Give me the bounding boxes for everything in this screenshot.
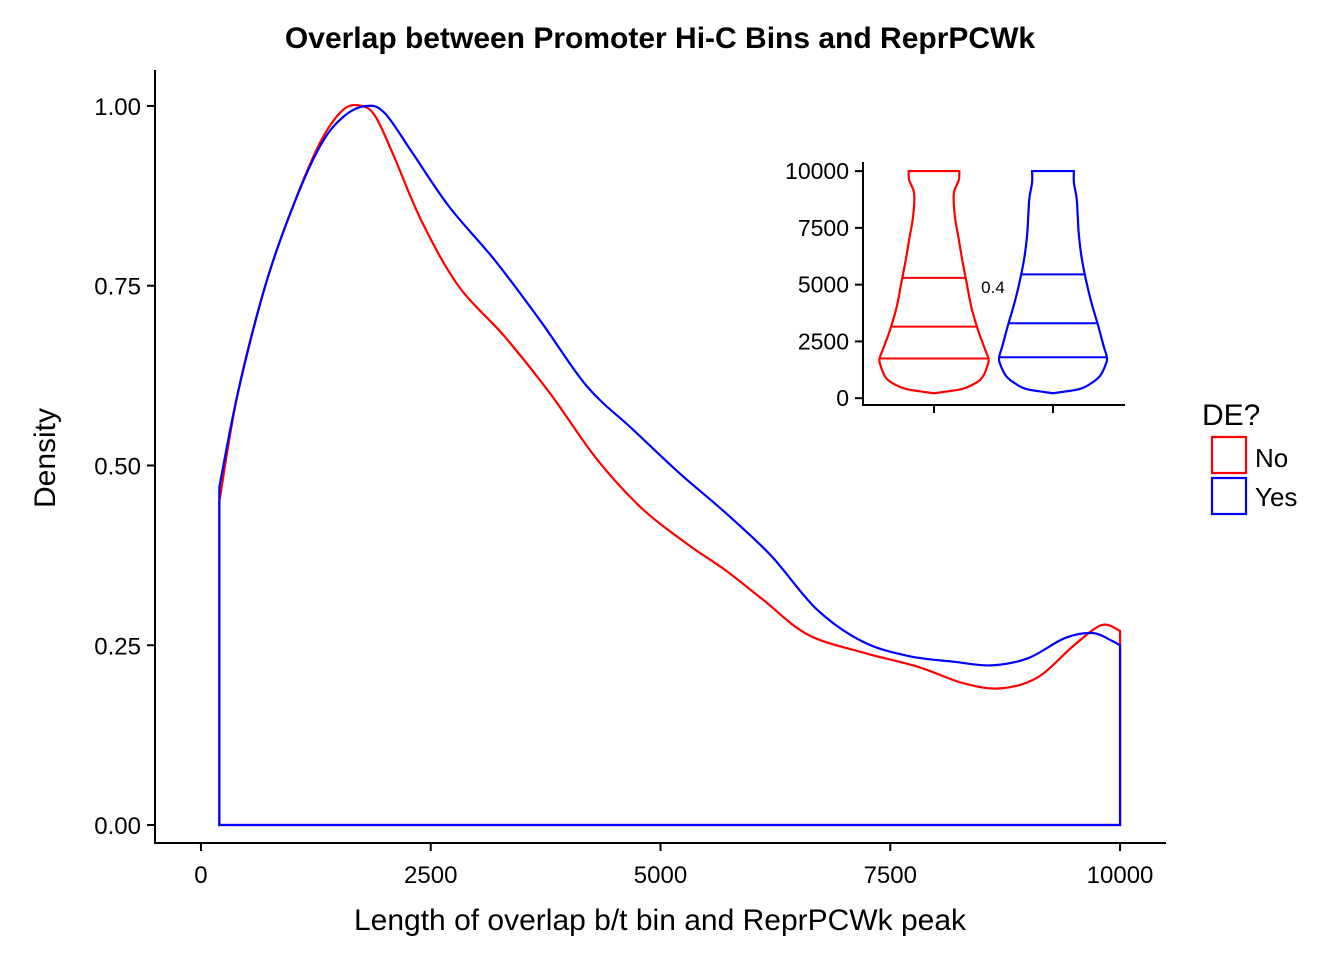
violin-no bbox=[878, 169, 990, 395]
inset-y-tick-label: 10000 bbox=[785, 158, 849, 184]
inset-y-tick-label: 2500 bbox=[798, 328, 849, 354]
x-tick-label: 10000 bbox=[1087, 862, 1154, 889]
inset-y-tick-label: 7500 bbox=[798, 215, 849, 241]
y-tick-label: 1.00 bbox=[94, 94, 141, 121]
violin-yes bbox=[997, 169, 1109, 395]
inset-violin-plot: 0 2500 5000 7500 10000 0.4 bbox=[785, 158, 1125, 413]
legend-key-no bbox=[1210, 435, 1248, 475]
legend-key-yes bbox=[1210, 476, 1248, 516]
inset-y-axis-ticks: 0 2500 5000 7500 10000 bbox=[785, 158, 863, 411]
y-axis-ticks: 0.00 0.25 0.50 0.75 1.00 bbox=[94, 94, 155, 840]
x-axis-ticks: 0 2500 5000 7500 10000 bbox=[194, 843, 1153, 889]
x-tick-label: 7500 bbox=[864, 862, 917, 889]
x-tick-label: 0 bbox=[194, 862, 207, 889]
inset-annotation: 0.4 bbox=[981, 278, 1005, 297]
x-tick-label: 2500 bbox=[404, 862, 457, 889]
legend-label-yes: Yes bbox=[1255, 482, 1297, 512]
y-tick-label: 0.00 bbox=[94, 813, 141, 840]
x-axis-label: Length of overlap b/t bin and ReprPCWk p… bbox=[354, 904, 967, 937]
inset-y-tick-label: 0 bbox=[836, 385, 849, 411]
y-tick-label: 0.25 bbox=[94, 633, 141, 660]
legend-label-no: No bbox=[1255, 443, 1288, 473]
y-tick-label: 0.50 bbox=[94, 453, 141, 480]
inset-x-axis-ticks bbox=[933, 405, 1054, 413]
legend-title: DE? bbox=[1202, 399, 1260, 432]
inset-violins bbox=[878, 169, 1109, 395]
y-tick-label: 0.75 bbox=[94, 274, 141, 301]
legend: DE? No Yes bbox=[1202, 399, 1297, 516]
density-curve-yes bbox=[218, 104, 1122, 827]
chart-title: Overlap between Promoter Hi-C Bins and R… bbox=[285, 22, 1035, 55]
y-axis-label: Density bbox=[29, 408, 62, 508]
inset-y-tick-label: 5000 bbox=[798, 272, 849, 298]
x-tick-label: 5000 bbox=[634, 862, 687, 889]
main-plot: 0.00 0.25 0.50 0.75 1.00 0 2500 5000 7500 10000 bbox=[94, 70, 1166, 889]
density-series bbox=[218, 103, 1122, 827]
